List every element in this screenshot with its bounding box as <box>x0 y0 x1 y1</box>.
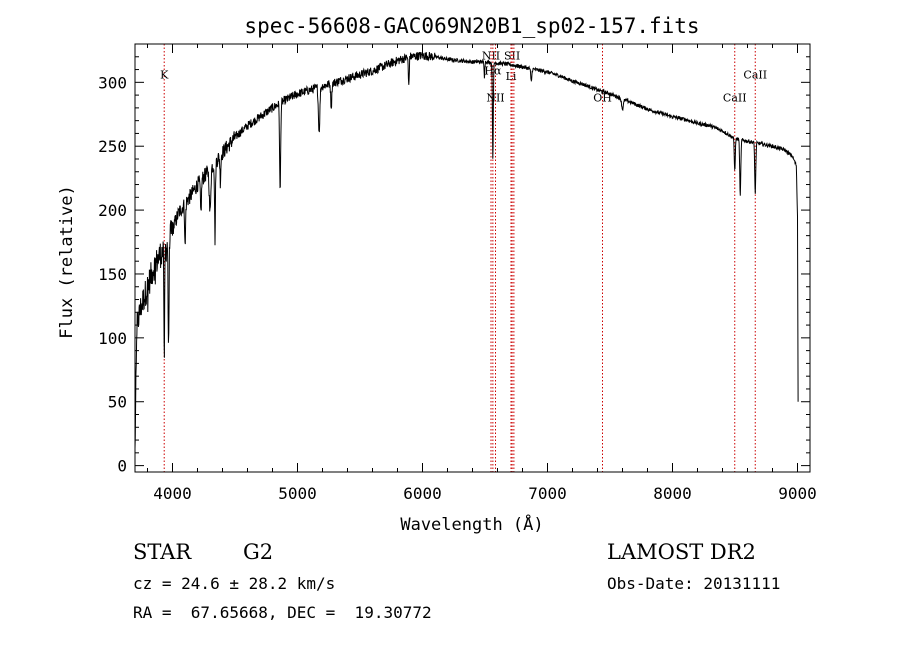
y-tick-label: 250 <box>98 137 127 156</box>
line-marker-label: K <box>160 68 169 81</box>
line-marker-label: Hα <box>484 65 502 78</box>
line-marker-label: OH <box>593 91 612 104</box>
y-tick-label: 200 <box>98 201 127 220</box>
spectrum-line <box>134 51 799 449</box>
subclass: G2 <box>243 540 274 564</box>
y-tick-label: 150 <box>98 265 127 284</box>
x-tick-label: 5000 <box>278 484 317 503</box>
redshift-value: cz = 24.6 ± 28.2 km/s <box>133 574 336 593</box>
x-tick-label: 8000 <box>653 484 692 503</box>
chart-title: spec-56608-GAC069N20B1_sp02-157.fits <box>244 14 699 38</box>
obs-date: Obs-Date: 20131111 <box>607 574 781 593</box>
y-tick-label: 50 <box>108 393 127 412</box>
line-marker-label: CaII <box>723 91 747 104</box>
x-tick-label: 4000 <box>153 484 192 503</box>
line-marker-label: Li <box>506 70 517 83</box>
y-tick-label: 100 <box>98 329 127 348</box>
plot-frame <box>134 43 811 473</box>
x-tick-label: 6000 <box>403 484 442 503</box>
line-marker-label: CaII <box>743 68 767 81</box>
coordinates: RA = 67.65668, DEC = 19.30772 <box>133 603 432 622</box>
line-marker-label: NII <box>486 91 504 104</box>
survey-name: LAMOST DR2 <box>607 540 756 564</box>
y-tick-label: 300 <box>98 73 127 92</box>
y-axis-label: Flux (relative) <box>57 185 77 339</box>
y-tick-label: 0 <box>117 457 127 476</box>
x-tick-label: 9000 <box>778 484 817 503</box>
line-marker-label: SII <box>504 49 520 62</box>
x-axis-label: Wavelength (Å) <box>400 513 543 535</box>
object-class: STAR <box>133 540 192 564</box>
line-marker-label: NII <box>482 49 500 62</box>
x-tick-label: 7000 <box>528 484 567 503</box>
